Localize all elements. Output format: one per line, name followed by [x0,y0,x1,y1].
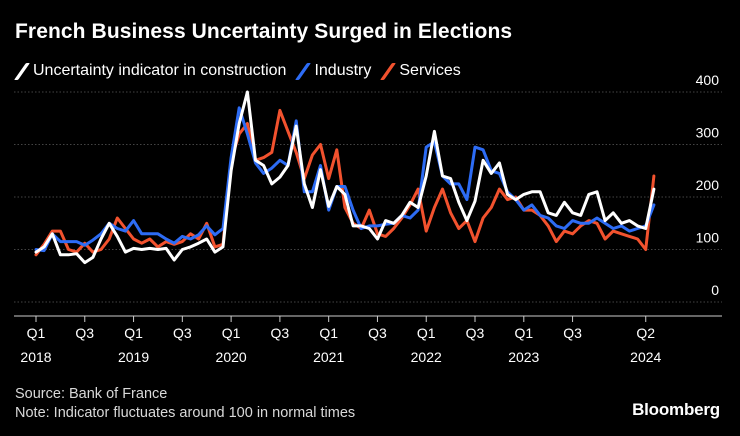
x-tick-label-year-2: 2019 [118,349,149,365]
x-tick-label-quarter-0: Q1 [27,325,46,341]
x-tick-label-quarter-1: Q3 [75,325,94,341]
footnote: Note: Indicator fluctuates around 100 in… [15,405,356,421]
x-tick-label-year-12: 2024 [630,349,661,365]
source-note: Source: Bank of France [15,386,168,402]
x-tick-label-quarter-5: Q3 [271,325,290,341]
line-chart: 0 100 200 300 400 Q1 2018 Q3 Q1 2019 Q3 Q1 2020 Q3 Q1 2… [14,72,722,365]
series-line-services [34,108,656,257]
x-tick-label-year-4: 2020 [216,349,247,365]
legend-label-construction: Uncertainty indicator in construction [33,62,287,79]
x-tick-label-year-6: 2021 [313,349,344,365]
legend-item-services: Services [380,62,461,80]
series-line-uncertainty-indicator-in-construction [34,90,656,265]
x-tick-label-quarter-11: Q3 [563,325,582,341]
legend-label-industry: Industry [314,62,372,79]
x-tick-label-quarter-12: Q2 [636,325,655,341]
x-tick-label-quarter-2: Q1 [124,325,143,341]
x-tick-label-quarter-3: Q3 [173,325,192,341]
y-tick-label-200: 200 [696,177,720,193]
x-tick-label-quarter-8: Q1 [417,325,436,341]
series-line-industry [34,106,656,253]
y-tick-label-0: 0 [711,282,719,298]
y-tick-label-400: 400 [696,72,720,88]
x-tick-label-quarter-6: Q1 [319,325,338,341]
x-tick-label-quarter-9: Q3 [466,325,485,341]
chart-title: French Business Uncertainty Surged in El… [15,20,513,43]
x-tick-label-quarter-4: Q1 [222,325,241,341]
x-tick-label-year-0: 2018 [20,349,51,365]
legend: Uncertainty indicator in construction In… [14,61,471,81]
y-tick-label-100: 100 [696,230,720,246]
legend-item-industry: Industry [295,62,372,80]
legend-label-services: Services [399,62,461,79]
bloomberg-logo: Bloomberg [632,400,720,419]
legend-item-construction: Uncertainty indicator in construction [14,62,287,80]
x-tick-label-year-8: 2022 [411,349,442,365]
y-tick-label-300: 300 [696,125,720,141]
x-tick-label-quarter-7: Q3 [368,325,387,341]
x-tick-label-year-10: 2023 [508,349,539,365]
x-tick-label-quarter-10: Q1 [514,325,533,341]
